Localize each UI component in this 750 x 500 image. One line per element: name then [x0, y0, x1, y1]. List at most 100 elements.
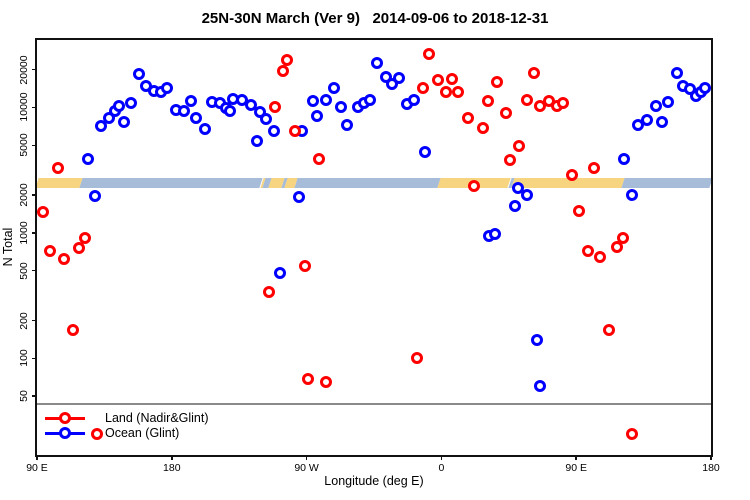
data-point-land	[520, 93, 533, 106]
data-point-ocean	[185, 94, 198, 107]
y-tick-label: 500	[18, 261, 30, 280]
data-point-ocean	[655, 115, 668, 128]
x-tick	[575, 455, 577, 460]
data-point-land	[504, 154, 517, 167]
data-point-land	[616, 232, 629, 245]
x-tick	[171, 455, 173, 460]
data-point-ocean	[625, 189, 638, 202]
y-tick	[32, 144, 37, 146]
x-tick-label: 90 E	[565, 462, 587, 474]
x-axis-title: Longitude (deg E)	[324, 474, 424, 488]
x-tick	[36, 455, 38, 460]
data-point-land	[625, 427, 638, 440]
data-point-ocean	[273, 266, 286, 279]
y-tick-label: 50	[18, 390, 30, 403]
data-point-land	[490, 75, 503, 88]
legend-item-ocean: Ocean (Glint)	[45, 426, 209, 440]
data-point-land	[481, 94, 494, 107]
surface-band-segment-ocean	[79, 178, 264, 189]
x-tick-label: 90 E	[26, 462, 48, 474]
data-point-land	[411, 352, 424, 365]
y-tick	[32, 395, 37, 397]
y-tick	[32, 194, 37, 196]
y-tick	[32, 269, 37, 272]
legend-circle-icon	[59, 412, 71, 424]
data-point-ocean	[251, 135, 264, 148]
data-point-land	[78, 232, 91, 245]
data-point-land	[37, 205, 49, 218]
y-axis-title: N Total	[1, 227, 15, 267]
data-point-ocean	[418, 146, 431, 159]
y-tick	[32, 68, 37, 71]
data-point-land	[269, 101, 282, 114]
data-point-ocean	[189, 111, 202, 124]
data-point-land	[57, 253, 70, 265]
data-point-ocean	[260, 112, 273, 125]
data-point-ocean	[508, 200, 521, 212]
y-tick	[32, 319, 37, 322]
data-point-ocean	[363, 93, 376, 106]
x-tick-label: 180	[163, 462, 181, 474]
data-point-ocean	[320, 93, 333, 106]
data-point-ocean	[293, 191, 306, 204]
y-tick	[32, 357, 37, 360]
data-point-land	[263, 285, 276, 298]
data-point-ocean	[699, 82, 711, 95]
data-point-land	[432, 73, 445, 86]
data-point-ocean	[224, 104, 237, 117]
data-point-land	[594, 251, 607, 264]
data-point-land	[312, 152, 325, 165]
data-point-land	[439, 85, 452, 98]
surface-band	[37, 178, 711, 189]
data-point-land	[565, 168, 578, 181]
data-point-ocean	[125, 96, 138, 109]
data-point-ocean	[117, 115, 130, 128]
data-point-land	[499, 106, 512, 119]
legend: Land (Nadir&Glint) Ocean (Glint)	[45, 411, 209, 441]
data-point-land	[528, 66, 541, 79]
surface-band-segment-ocean	[621, 178, 711, 189]
legend-line-circle-icon	[45, 427, 85, 439]
data-point-ocean	[113, 100, 126, 113]
data-point-ocean	[306, 94, 319, 107]
legend-circle-icon	[59, 427, 71, 439]
data-point-ocean	[640, 113, 653, 126]
y-tick	[32, 106, 37, 109]
data-point-ocean	[489, 228, 502, 241]
x-tick-label: 90 W	[294, 462, 319, 474]
data-point-land	[582, 244, 595, 257]
legend-item-label: Land (Nadir&Glint)	[105, 411, 209, 425]
data-point-ocean	[335, 101, 348, 114]
data-point-ocean	[661, 96, 674, 109]
data-point-land	[299, 259, 312, 272]
data-point-ocean	[670, 67, 683, 80]
data-point-ocean	[95, 120, 108, 133]
data-point-ocean	[408, 93, 421, 106]
data-point-land	[281, 53, 294, 66]
y-tick-label: 20000	[18, 55, 30, 85]
legend-line-circle-icon	[45, 412, 85, 424]
y-tick-label: 10000	[18, 92, 30, 123]
data-point-ocean	[198, 123, 211, 136]
surface-band-segment-ocean	[294, 178, 441, 189]
data-point-land	[556, 97, 569, 110]
data-point-land	[513, 140, 526, 153]
data-point-ocean	[649, 99, 662, 112]
chart-title: 25N-30N March (Ver 9) 2014-09-06 to 2018…	[201, 10, 549, 27]
data-point-ocean	[161, 81, 174, 94]
plot-area: Land (Nadir&Glint) Ocean (Glint)	[35, 38, 713, 457]
data-point-land	[573, 204, 586, 217]
data-point-land	[588, 161, 601, 174]
surface-band-segment-land	[37, 178, 83, 189]
data-point-ocean	[327, 82, 340, 95]
data-point-land	[51, 161, 64, 174]
data-point-ocean	[341, 118, 354, 131]
data-point-land	[72, 241, 85, 254]
data-point-land	[44, 244, 57, 257]
data-point-land	[477, 121, 490, 134]
data-point-ocean	[534, 380, 547, 393]
y-tick-label: 2000	[18, 183, 30, 207]
data-point-ocean	[370, 57, 383, 70]
data-point-land	[320, 375, 333, 388]
threshold-line	[37, 403, 711, 406]
